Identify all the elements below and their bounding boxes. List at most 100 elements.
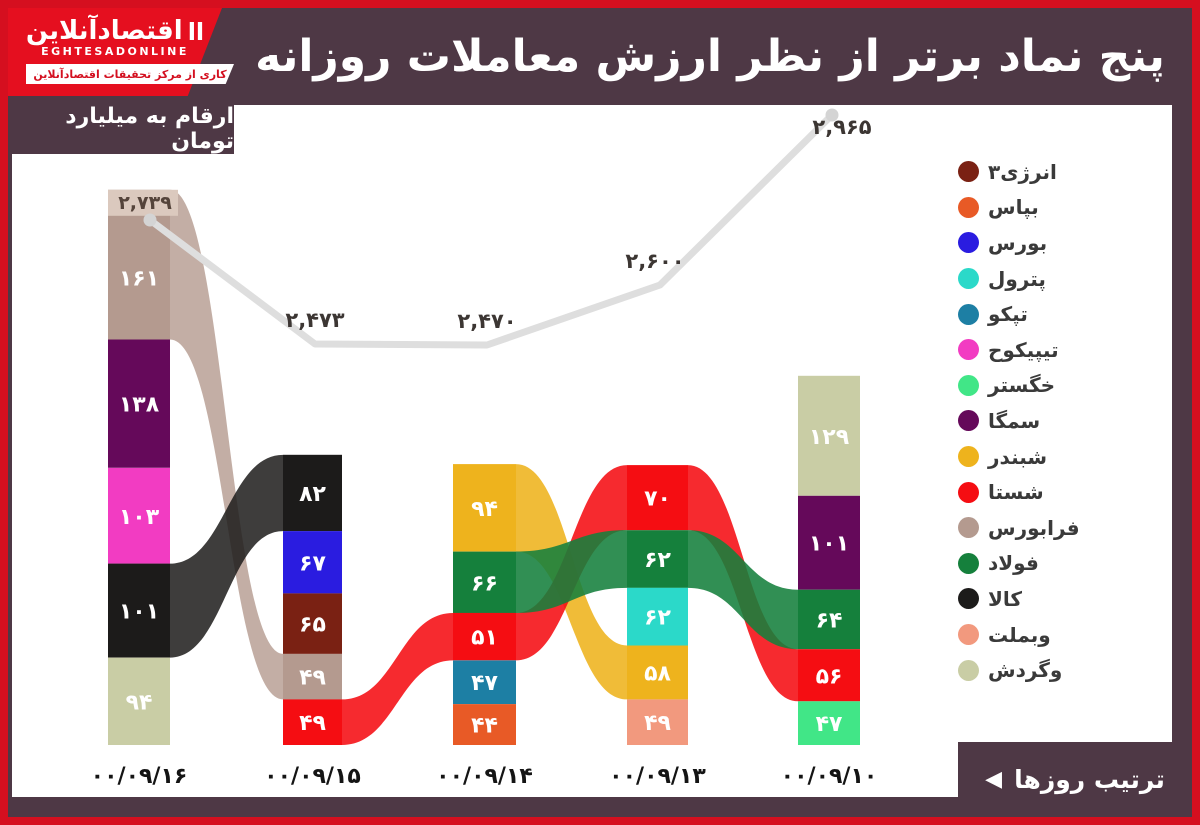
flow-block-شستا — [627, 465, 688, 531]
flow-block-تپکو — [453, 660, 516, 705]
legend-swatch — [958, 446, 979, 468]
legend-swatch — [958, 268, 979, 290]
legend: انرژی۳ بپاس بورس پترول تپکو تیپیکوح خگستر سمگا ش… — [958, 154, 1080, 688]
block-value: ۶۴ — [816, 609, 843, 634]
block-value: ۶۷ — [299, 551, 326, 576]
legend-label: انرژی۳ — [988, 159, 1057, 184]
block-value: ۷۰ — [644, 487, 671, 512]
date-label: ۰۰/۰۹/۱۰ — [781, 764, 878, 789]
total-label: ۲,۶۰۰ — [625, 249, 684, 273]
legend-label: وگردش — [988, 658, 1063, 683]
legend-label: پترول — [988, 266, 1046, 291]
flow-block-تیپیکوح — [108, 467, 170, 564]
flow-ribbon-کالا — [170, 454, 283, 658]
block-value: ۴۹ — [644, 711, 671, 736]
flow-block-انرژی۳ — [283, 593, 342, 654]
block-value: ۵۶ — [816, 664, 843, 689]
totals-line — [146, 111, 836, 349]
block-value: ۱۶۱ — [119, 267, 159, 292]
legend-label: بورس — [988, 230, 1048, 255]
legend-item: سمگا — [958, 403, 1080, 439]
block-value: ۴۹ — [299, 711, 326, 736]
block-value: ۱۲۹ — [809, 425, 849, 450]
flow-block-فولاد — [627, 530, 688, 588]
days-order-box: ترتیب روزها ◀ — [958, 742, 1192, 817]
legend-item: کالا — [958, 581, 1080, 617]
legend-swatch — [958, 624, 979, 646]
flow-block-بورس — [283, 531, 342, 594]
legend-item: شبندر — [958, 439, 1080, 475]
flow-ribbon-فرابورس — [170, 189, 283, 700]
legend-label: فرابورس — [988, 515, 1080, 540]
flow-block-خگستر — [798, 701, 860, 745]
legend-swatch — [958, 196, 979, 218]
total-cap — [108, 189, 178, 216]
flow-block-فولاد — [798, 589, 860, 650]
block-value: ۴۴ — [471, 714, 498, 739]
legend-item: بورس — [958, 225, 1080, 261]
flow-block-وگردش — [798, 375, 860, 496]
units-label-box: ارقام به میلیارد تومان — [12, 104, 234, 154]
legend-item: فرابورس — [958, 510, 1080, 546]
legend-label: سمگا — [988, 408, 1041, 433]
brand-wordmark: اا اقتصادآنلاین — [26, 18, 204, 44]
flow-block-وگردش — [108, 657, 170, 745]
brand-name-en: EGHTESADONLINE — [41, 45, 189, 58]
logo-bars-icon: اا — [187, 18, 205, 46]
legend-label: تیپیکوح — [988, 337, 1059, 362]
legend-item: شستا — [958, 474, 1080, 510]
brand-tagline-strip: کاری از مرکز تحقیقات اقتصادآنلاین — [26, 64, 234, 84]
flow-ribbon-شستا — [342, 612, 453, 745]
units-label: ارقام به میلیارد تومان — [65, 104, 234, 154]
flow-block-بپاس — [453, 704, 516, 745]
legend-item: فولاد — [958, 546, 1080, 582]
flow-block-سمگا — [108, 339, 170, 468]
legend-swatch — [958, 659, 979, 681]
block-value: ۶۲ — [644, 548, 671, 573]
block-value: ۱۳۸ — [119, 393, 160, 418]
totals-line-end-dot — [825, 108, 839, 122]
block-value: ۴۹ — [299, 666, 326, 691]
brand-tagline: کاری از مرکز تحقیقات اقتصادآنلاین — [33, 67, 227, 81]
date-label: ۰۰/۰۹/۱۵ — [264, 764, 361, 789]
flow-block-فولاد — [453, 551, 516, 613]
flow-block-وبملت — [627, 699, 688, 745]
flow-block-شستا — [798, 649, 860, 702]
legend-label: شبندر — [988, 444, 1048, 469]
block-value: ۶۶ — [471, 571, 498, 596]
block-value: ۱۰۱ — [809, 532, 849, 557]
left-arrow-icon: ◀ — [985, 767, 1003, 792]
legend-item: وگردش — [958, 652, 1080, 688]
legend-swatch — [958, 588, 979, 610]
page-title: پنج نماد برتر از نظر ارزش معاملات روزانه — [255, 31, 1165, 82]
legend-item: وبملت — [958, 617, 1080, 653]
chart-paper — [12, 105, 1172, 797]
block-value: ۱۰۱ — [119, 600, 159, 625]
block-value: ۹۴ — [126, 690, 153, 715]
legend-label: کالا — [988, 586, 1023, 611]
block-value: ۵۸ — [644, 662, 671, 687]
block-value: ۴۷ — [471, 671, 498, 696]
date-label: ۰۰/۰۹/۱۴ — [436, 764, 533, 789]
legend-label: وبملت — [988, 622, 1051, 647]
legend-label: تپکو — [988, 302, 1028, 327]
flow-block-شبندر — [453, 464, 516, 552]
flow-block-سمگا — [798, 495, 860, 590]
flow-block-شبندر — [627, 645, 688, 700]
legend-label: فولاد — [988, 551, 1039, 576]
legend-swatch — [958, 232, 979, 254]
legend-item: خگستر — [958, 368, 1080, 404]
brand-name-fa: اقتصادآنلاین — [25, 16, 183, 46]
legend-item: بپاس — [958, 190, 1080, 226]
legend-item: تیپیکوح — [958, 332, 1080, 368]
flow-block-شستا — [453, 612, 516, 661]
legend-swatch — [958, 481, 979, 503]
block-value: ۵۱ — [471, 626, 498, 651]
date-label: ۰۰/۰۹/۱۶ — [91, 764, 188, 789]
legend-swatch — [958, 517, 979, 539]
total-label: ۲,۴۷۳ — [285, 308, 344, 332]
flow-block-پترول — [627, 587, 688, 646]
block-value: ۶۲ — [644, 606, 671, 631]
